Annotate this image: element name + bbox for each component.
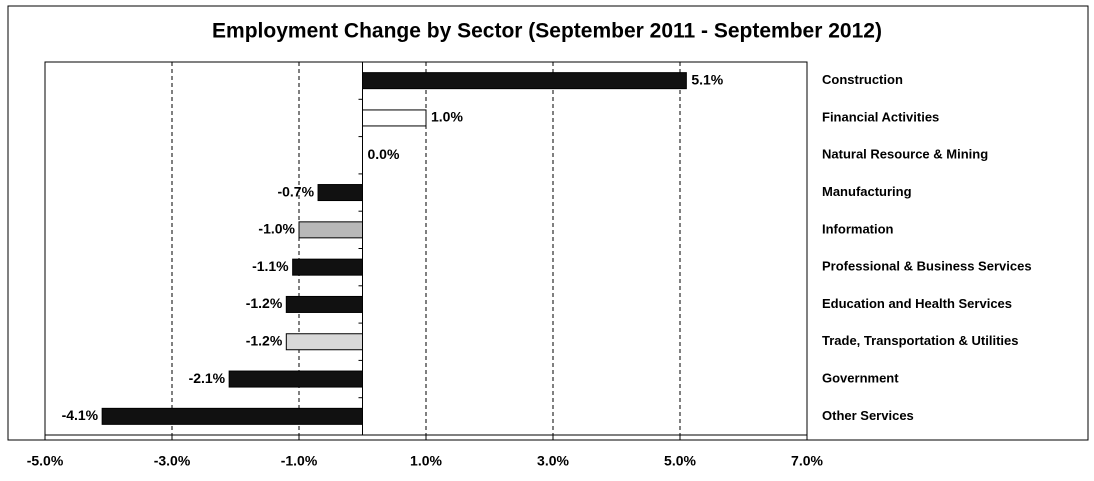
x-tick-label: -5.0% [27,453,64,469]
category-label: Professional & Business Services [822,259,1032,274]
value-label: 0.0% [368,146,400,162]
value-label: -0.7% [277,183,314,199]
category-label: Trade, Transportation & Utilities [822,333,1018,348]
category-label: Financial Activities [822,109,939,124]
category-label: Information [822,221,894,236]
x-tick-label: 3.0% [537,453,569,469]
value-label: -4.1% [62,407,99,423]
bar [362,72,687,90]
bar [292,258,363,276]
value-label: -1.0% [258,221,295,237]
chart-frame [7,5,1089,441]
chart-title: Employment Change by Sector (September 2… [212,20,882,43]
value-label: -1.1% [252,258,289,274]
bar [101,407,364,425]
x-tick-label: 5.0% [664,453,696,469]
value-label: -1.2% [246,295,283,311]
bar [317,184,363,202]
x-tick-label: -3.0% [154,453,191,469]
plot-frame [44,61,808,436]
category-label: Education and Health Services [822,296,1012,311]
x-tick-label: 7.0% [791,453,823,469]
category-label: Government [822,370,899,385]
value-label: -1.2% [246,332,283,348]
category-label: Other Services [822,408,914,423]
bar [285,333,363,351]
category-label: Manufacturing [822,184,912,199]
category-label: Construction [822,72,903,87]
x-tick-label: 1.0% [410,453,442,469]
x-tick-label: -1.0% [281,453,318,469]
value-label: 5.1% [691,71,723,87]
value-label: 1.0% [431,109,463,125]
category-label: Natural Resource & Mining [822,147,988,162]
bar [298,221,363,239]
bar [228,370,363,388]
bar [285,295,363,313]
bar [362,109,427,127]
value-label: -2.1% [189,370,226,386]
